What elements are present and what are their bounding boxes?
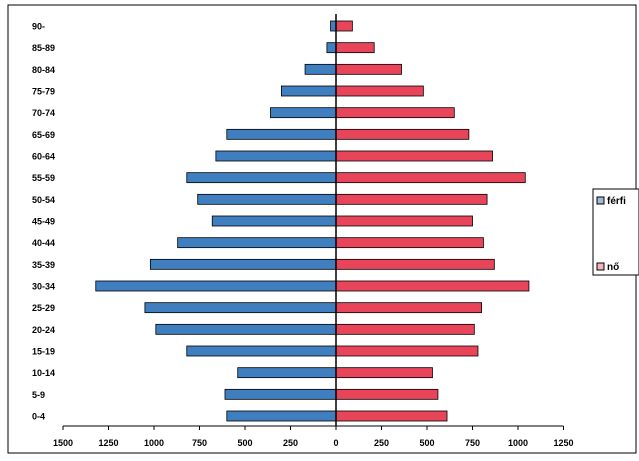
x-tick-label: 500: [419, 438, 434, 448]
y-tick-label: 35-39: [32, 260, 55, 270]
bar-ferfi-50-54: [197, 193, 337, 205]
x-tick-label: 0: [333, 438, 338, 448]
chart-border: [7, 4, 637, 454]
bar-no-55-59: [335, 172, 526, 184]
x-tick-label: 1250: [553, 438, 573, 448]
bar-ferfi-40-44: [177, 237, 337, 249]
bar-ferfi-20-24: [155, 323, 337, 335]
bar-ferfi-70-74: [270, 107, 337, 119]
y-tick-label: 70-74: [32, 108, 55, 118]
x-tick-labels: 1500 1250 1000 750 500 250 0 250 500 750 1000 1250: [53, 426, 574, 448]
bar-ferfi-85-89: [326, 42, 337, 54]
bar-no-5-9: [335, 388, 439, 400]
bar-no-60-64: [335, 150, 493, 162]
y-tick-label: 75-79: [32, 87, 55, 97]
y-tick-label: 55-59: [32, 173, 55, 183]
y-tick-label: 65-69: [32, 130, 55, 140]
y-tick-label: 30-34: [32, 282, 55, 292]
legend-label-no: nő: [607, 262, 619, 273]
bar-ferfi-25-29: [144, 302, 337, 314]
x-tick-label: 500: [237, 438, 252, 448]
bar-no-75-79: [335, 85, 424, 97]
bar-no-40-44: [335, 237, 484, 249]
bar-no-15-19: [335, 345, 479, 357]
y-tick-label: 15-19: [32, 347, 55, 357]
legend-swatch-no: [596, 262, 605, 271]
bar-no-45-49: [335, 215, 473, 227]
bar-no-25-29: [335, 302, 483, 314]
y-tick-label: 60-64: [32, 152, 55, 162]
bars-layer: [95, 20, 530, 422]
y-tick-label: 0-4: [32, 412, 45, 422]
bar-ferfi-35-39: [149, 258, 337, 270]
legend: férfi nő: [592, 188, 639, 276]
legend-swatch-ferfi: [596, 196, 605, 205]
y-tick-label: 10-14: [32, 368, 55, 378]
bar-ferfi-45-49: [211, 215, 337, 227]
y-tick-label: 85-89: [32, 43, 55, 53]
bar-ferfi-15-19: [186, 345, 337, 357]
bar-ferfi-80-84: [304, 63, 337, 75]
y-tick-label: 50-54: [32, 195, 55, 205]
bar-no-0-4: [335, 410, 448, 422]
bar-no-85-89: [335, 42, 375, 54]
bar-no-35-39: [335, 258, 495, 270]
y-tick-label: 25-29: [32, 303, 55, 313]
bar-ferfi-5-9: [224, 388, 337, 400]
bar-ferfi-30-34: [95, 280, 337, 292]
x-tick-label: 1000: [144, 438, 164, 448]
y-tick-label: 40-44: [32, 238, 55, 248]
bar-ferfi-0-4: [226, 410, 337, 422]
y-tick-labels: 0-4 5-9 10-14 15-19 20-24 25-29 30-34 35-39 40-4…: [32, 22, 55, 422]
x-tick-label: 1500: [53, 438, 73, 448]
bar-no-10-14: [335, 367, 433, 379]
bar-ferfi-90-: [330, 20, 337, 32]
y-tick-label: 90-: [32, 22, 45, 32]
bar-no-80-84: [335, 63, 402, 75]
y-tick-label: 45-49: [32, 217, 55, 227]
bar-no-70-74: [335, 107, 455, 119]
y-tick-label: 20-24: [32, 325, 55, 335]
legend-label-ferfi: férfi: [607, 196, 626, 207]
x-tick-label: 250: [374, 438, 389, 448]
x-tick-label: 1000: [508, 438, 528, 448]
bar-no-50-54: [335, 193, 488, 205]
bar-no-30-34: [335, 280, 530, 292]
bar-no-20-24: [335, 323, 475, 335]
x-tick-label: 750: [192, 438, 207, 448]
bar-ferfi-55-59: [186, 172, 337, 184]
bar-no-65-69: [335, 128, 470, 140]
x-tick-label: 250: [283, 438, 298, 448]
bar-ferfi-75-79: [280, 85, 337, 97]
x-tick-label: 1250: [98, 438, 118, 448]
y-tick-label: 5-9: [32, 390, 45, 400]
y-tick-label: 80-84: [32, 65, 55, 75]
x-tick-label: 750: [465, 438, 480, 448]
bar-ferfi-65-69: [226, 128, 337, 140]
bar-ferfi-60-64: [215, 150, 337, 162]
bar-ferfi-10-14: [237, 367, 337, 379]
bar-no-90-: [335, 20, 353, 32]
